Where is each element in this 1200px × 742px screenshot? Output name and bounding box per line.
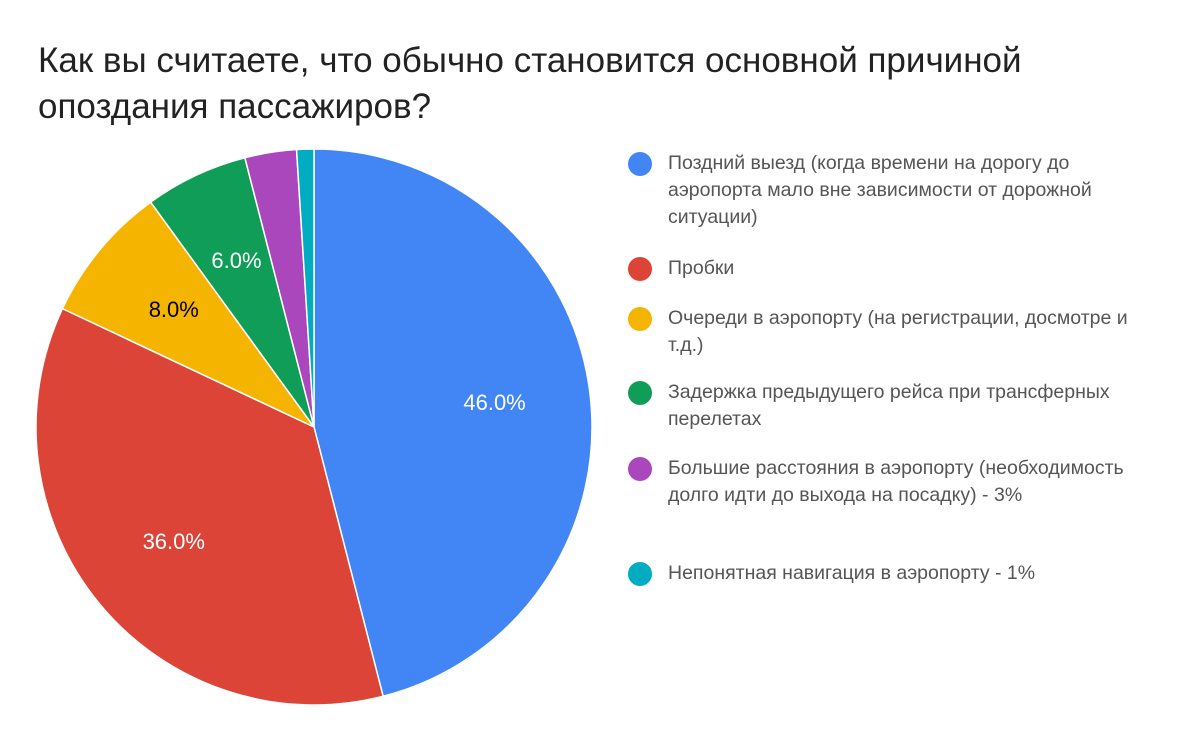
legend-swatch-purple	[628, 457, 652, 481]
slice-data-label-2: 8.0%	[149, 297, 199, 322]
legend-label: Большие расстояния в аэропорту (необходи…	[668, 457, 1124, 506]
legend-label: Поздний выезд (когда времени на дорогу д…	[668, 152, 1092, 228]
chart-title: Как вы считаете, что обычно становится о…	[38, 41, 1022, 126]
slice-data-label-1: 36.0%	[143, 529, 205, 554]
legend-label: Непонятная навигация в аэропорту - 1%	[668, 562, 1036, 584]
legend-item: Большие расстояния в аэропорту (необходи…	[628, 455, 1168, 509]
legend-swatch-blue	[628, 152, 652, 176]
legend-item: Пробки	[628, 255, 1168, 282]
pie-slice-2	[61, 201, 315, 428]
pie-slice-0	[313, 148, 593, 698]
legend-swatch-teal	[628, 562, 652, 586]
pie-slice-1	[35, 307, 384, 706]
legend-label: Пробки	[668, 257, 735, 279]
legend-swatch-yellow	[628, 307, 652, 331]
slice-data-label-0: 46.0%	[463, 390, 525, 415]
legend-swatch-green	[628, 381, 652, 405]
legend-item: Непонятная навигация в аэропорту - 1%	[628, 560, 1168, 587]
pie-slices	[35, 148, 593, 706]
pie-slice-labels: 46.0% 36.0% 8.0% 6.0%	[143, 248, 526, 554]
legend-label: Очереди в аэропорту (на регистрации, дос…	[668, 307, 1128, 356]
legend-item: Поздний выезд (когда времени на дорогу д…	[628, 150, 1168, 231]
legend-swatch-red	[628, 257, 652, 281]
pie-slice-5	[295, 148, 315, 428]
legend-item: Очереди в аэропорту (на регистрации, дос…	[628, 305, 1168, 359]
legend-label: Задержка предыдущего рейса при трансферн…	[668, 381, 1110, 430]
legend-item: Задержка предыдущего рейса при трансферн…	[628, 379, 1168, 433]
slice-data-label-3: 6.0%	[211, 248, 261, 273]
